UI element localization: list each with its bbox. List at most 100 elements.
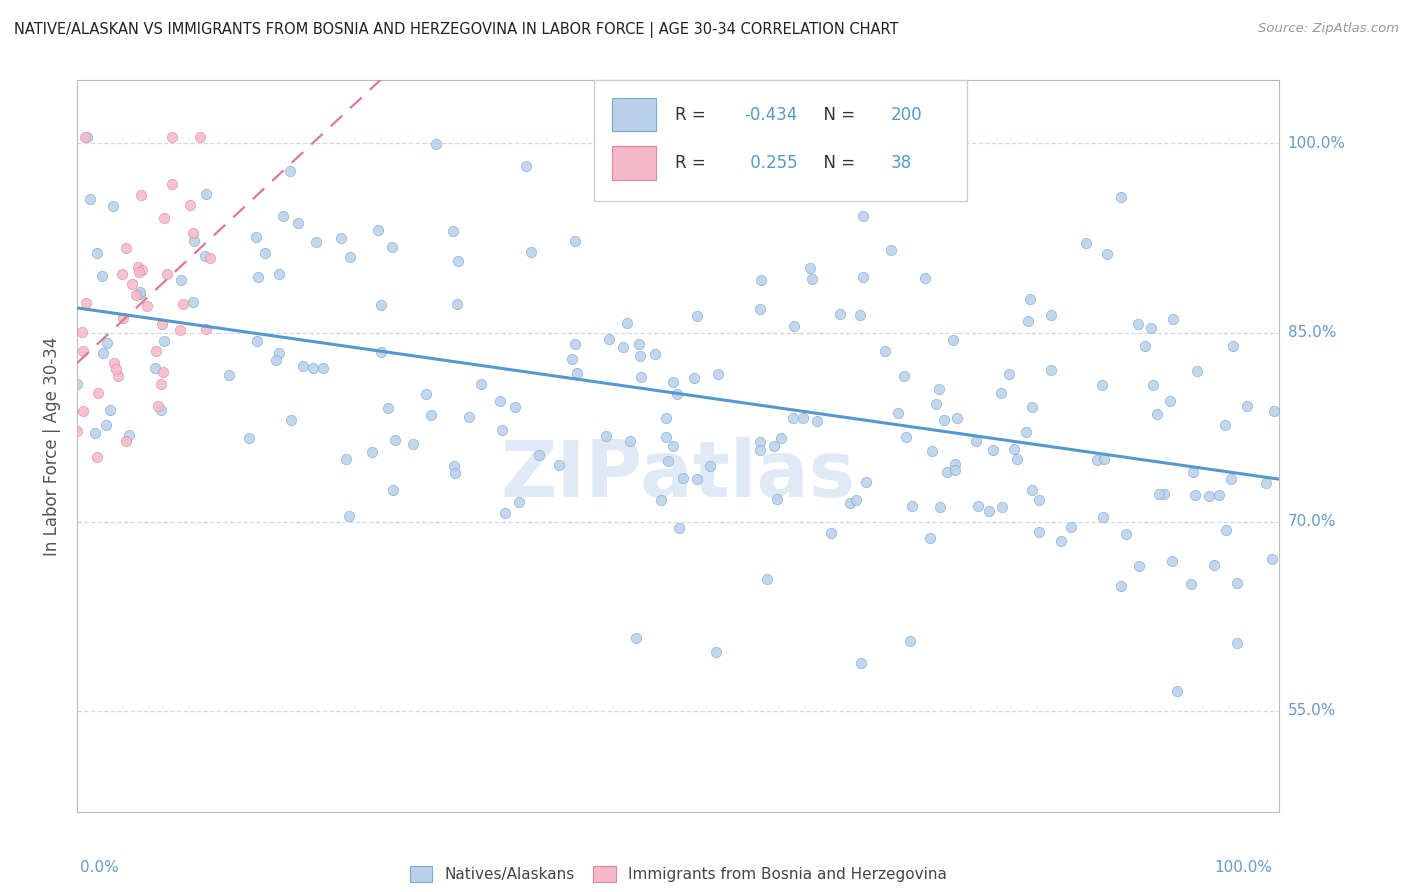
Point <box>72 404 94 418</box>
Point <box>1159 394 1181 409</box>
Point <box>447 254 470 268</box>
Point <box>121 277 143 292</box>
Point <box>1091 378 1114 392</box>
Point <box>152 365 174 379</box>
Point <box>965 434 987 449</box>
Text: 0.0%: 0.0% <box>80 860 120 874</box>
Point <box>508 495 530 509</box>
Point <box>420 408 443 422</box>
Text: Source: ZipAtlas.com: Source: ZipAtlas.com <box>1258 22 1399 36</box>
FancyBboxPatch shape <box>612 98 655 131</box>
Point <box>370 298 392 312</box>
Point <box>1153 487 1175 501</box>
Point <box>886 406 908 420</box>
Point <box>901 499 924 513</box>
Point <box>880 243 903 257</box>
Point <box>402 437 425 451</box>
Point <box>564 337 586 351</box>
Point <box>444 467 467 481</box>
Point <box>1146 407 1168 421</box>
Point <box>457 410 479 425</box>
Point <box>149 376 172 391</box>
Point <box>127 260 149 274</box>
Point <box>329 230 352 244</box>
Point <box>920 531 942 545</box>
Point <box>367 223 389 237</box>
Point <box>337 508 360 523</box>
Point <box>153 334 176 348</box>
Point <box>1095 247 1118 261</box>
Text: -0.434: -0.434 <box>745 105 797 124</box>
Point <box>170 273 193 287</box>
Text: 0.255: 0.255 <box>745 154 797 172</box>
Point <box>1263 404 1285 418</box>
Text: 70.0%: 70.0% <box>1288 514 1336 529</box>
Point <box>152 211 174 226</box>
Point <box>616 316 638 330</box>
Point <box>686 472 709 486</box>
Point <box>873 343 896 358</box>
Point <box>748 442 770 457</box>
Point <box>105 362 128 376</box>
Point <box>271 209 294 223</box>
Point <box>264 352 287 367</box>
Point <box>1109 579 1132 593</box>
Point <box>612 340 634 354</box>
Point <box>70 325 93 339</box>
Point <box>844 493 866 508</box>
Point <box>245 229 267 244</box>
Point <box>672 471 695 485</box>
Point <box>624 631 647 645</box>
Point <box>195 321 218 335</box>
Point <box>76 130 98 145</box>
Point <box>1256 476 1278 491</box>
Point <box>1028 524 1050 539</box>
Point <box>195 187 218 202</box>
Point <box>172 297 194 311</box>
Point <box>1087 453 1109 467</box>
Point <box>782 410 804 425</box>
Point <box>129 285 152 299</box>
Point <box>1002 442 1025 456</box>
Point <box>820 526 842 541</box>
Point <box>169 323 191 337</box>
Point <box>1015 425 1038 439</box>
Point <box>598 332 620 346</box>
Point <box>381 240 404 254</box>
Point <box>94 418 117 433</box>
Point <box>181 227 204 241</box>
Point <box>1208 488 1230 502</box>
Point <box>384 434 406 448</box>
Point <box>548 458 571 473</box>
Point <box>783 318 806 333</box>
Text: 100.0%: 100.0% <box>1288 136 1346 151</box>
Point <box>246 269 269 284</box>
Point <box>921 443 943 458</box>
Point <box>1226 575 1249 590</box>
Point <box>628 349 651 363</box>
Point <box>118 428 141 442</box>
Point <box>1115 527 1137 541</box>
Point <box>565 367 588 381</box>
Point <box>86 245 108 260</box>
Point <box>1128 558 1150 573</box>
Point <box>425 137 447 152</box>
Point <box>855 475 877 489</box>
Point <box>655 411 678 425</box>
Point <box>156 267 179 281</box>
Point <box>838 496 860 510</box>
Point <box>1166 684 1188 698</box>
Point <box>494 506 516 520</box>
Point <box>943 457 966 471</box>
Point <box>983 442 1005 457</box>
Point <box>1261 552 1284 566</box>
Point <box>335 452 357 467</box>
Point <box>198 252 221 266</box>
Point <box>1213 417 1236 432</box>
Point <box>686 309 709 323</box>
Point <box>979 503 1001 517</box>
Point <box>893 368 915 383</box>
Point <box>1161 311 1184 326</box>
Point <box>515 159 537 173</box>
Point <box>1128 318 1150 332</box>
